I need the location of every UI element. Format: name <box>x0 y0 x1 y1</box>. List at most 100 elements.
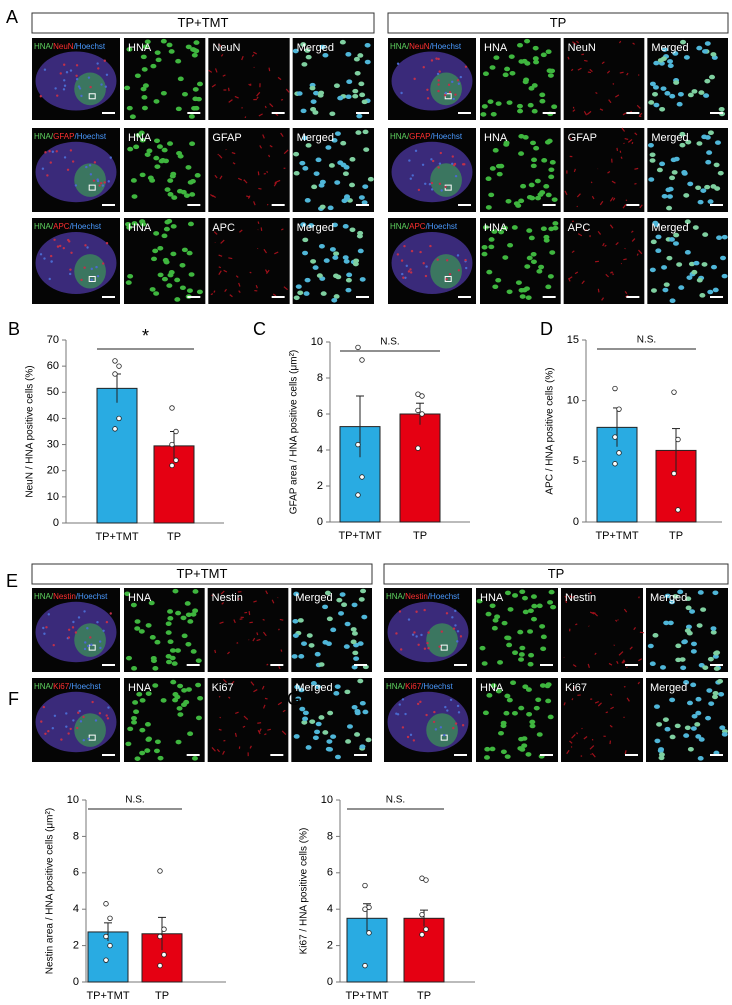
nucleus <box>535 697 541 702</box>
nucleus <box>168 639 174 644</box>
signal <box>464 259 466 261</box>
nucleus <box>691 270 697 275</box>
tile-label: HNA <box>128 592 152 604</box>
signal <box>452 155 454 157</box>
nucleus <box>302 166 308 171</box>
nucleus <box>550 160 556 165</box>
stain-label: HNA/Nestin/Hoechst <box>34 592 108 601</box>
nucleus <box>149 178 155 183</box>
nucleus <box>665 727 671 732</box>
signal <box>42 627 44 629</box>
nucleus <box>197 696 203 701</box>
signal <box>424 183 426 185</box>
signal <box>445 92 447 94</box>
signal <box>620 72 624 73</box>
signal <box>100 83 102 85</box>
nucleus <box>127 147 133 152</box>
signal <box>107 717 109 719</box>
signal <box>66 71 68 73</box>
nucleus <box>669 176 675 181</box>
signal <box>402 277 404 279</box>
stain-part: /Hoechst <box>426 222 458 231</box>
nucleus <box>493 55 499 60</box>
nucleus <box>507 698 513 703</box>
nucleus <box>311 99 317 104</box>
nucleus <box>483 71 489 76</box>
signal <box>60 72 62 74</box>
tile-label: HNA <box>484 132 508 144</box>
signal <box>437 90 439 92</box>
tile-label: Nestin <box>565 592 596 604</box>
nucleus <box>670 735 676 740</box>
signal <box>572 698 573 700</box>
nucleus <box>343 255 349 260</box>
nucleus <box>683 733 689 738</box>
signal <box>432 160 434 162</box>
nucleus <box>358 641 364 646</box>
signal <box>63 64 65 66</box>
nucleus <box>546 193 552 198</box>
nucleus <box>182 634 188 639</box>
brain-section <box>392 142 473 202</box>
panel-letter: E <box>6 571 18 591</box>
nucleus <box>139 728 145 733</box>
graft-area <box>74 163 106 197</box>
nucleus <box>145 722 151 727</box>
nucleus <box>155 50 161 55</box>
signal <box>102 184 104 186</box>
nucleus <box>692 714 698 719</box>
nucleus <box>687 701 693 706</box>
nucleus <box>509 71 515 76</box>
signal <box>229 88 230 91</box>
y-tick-label: 0 <box>53 517 59 529</box>
signal <box>76 727 78 729</box>
nucleus <box>158 756 164 761</box>
data-point <box>617 451 622 456</box>
signal <box>460 76 462 78</box>
nucleus <box>330 734 336 739</box>
signal <box>462 724 464 726</box>
nucleus <box>533 146 539 151</box>
nucleus <box>324 258 330 263</box>
nucleus <box>326 641 332 646</box>
signal <box>457 705 459 707</box>
stain-part: NeuN <box>53 42 74 51</box>
nucleus <box>531 252 537 257</box>
nucleus <box>359 93 365 98</box>
nucleus <box>157 246 163 251</box>
stain-part: /Hoechst <box>74 42 106 51</box>
nucleus <box>349 183 355 188</box>
significance-label: N.S. <box>386 795 405 806</box>
stain-part: HNA/ <box>34 592 54 601</box>
data-point <box>170 463 175 468</box>
nucleus <box>334 83 340 88</box>
nucleus <box>694 722 700 727</box>
signal <box>43 633 45 635</box>
signal <box>606 712 608 713</box>
nucleus <box>355 71 361 76</box>
significance-label: N.S. <box>380 337 399 348</box>
signal <box>281 100 283 101</box>
nucleus <box>174 297 180 302</box>
stain-part: Nestin <box>405 592 428 601</box>
signal <box>419 251 421 253</box>
nucleus <box>127 727 133 732</box>
nucleus <box>335 275 341 280</box>
signal <box>632 142 633 144</box>
nucleus <box>504 694 510 699</box>
nucleus <box>152 249 158 254</box>
y-tick-label: 2 <box>73 940 79 952</box>
nucleus <box>325 145 331 150</box>
data-point <box>158 963 163 968</box>
stain-part: /Hoechst <box>428 592 460 601</box>
nucleus <box>674 157 680 162</box>
nucleus <box>134 626 140 631</box>
nucleus <box>196 716 202 721</box>
nucleus <box>351 627 357 632</box>
nucleus <box>525 752 531 757</box>
nucleus <box>648 100 654 105</box>
nucleus <box>543 235 549 240</box>
signal <box>427 97 429 99</box>
brain-section <box>392 232 473 294</box>
signal <box>410 734 412 736</box>
